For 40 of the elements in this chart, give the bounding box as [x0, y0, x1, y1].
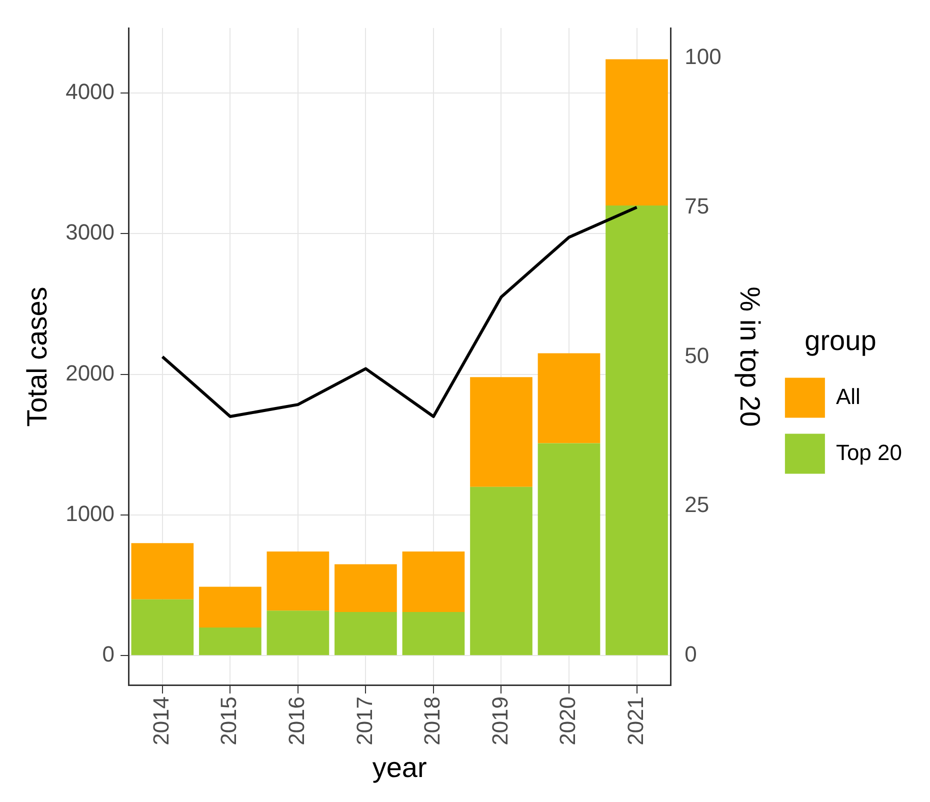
y2-tick-label: 25 [684, 492, 710, 518]
bar [538, 443, 600, 656]
legend-title: group [804, 324, 876, 356]
y2-tick-label: 75 [684, 193, 710, 218]
y-tick-label: 2000 [66, 360, 115, 386]
y-tick-label: 0 [102, 642, 115, 667]
x-tick-label: 2017 [352, 696, 377, 746]
x-tick-label: 2016 [284, 696, 310, 746]
y-tick-label: 3000 [66, 220, 115, 245]
y2-axis-title: % in top 20 [734, 286, 766, 427]
x-tick-label: 2020 [555, 696, 580, 746]
x-tick-label: 2021 [622, 696, 648, 746]
bar [131, 543, 194, 600]
bar [199, 586, 262, 628]
bar [538, 353, 600, 444]
legend-label: Top 20 [836, 440, 902, 465]
bar [402, 552, 465, 612]
bar [402, 612, 465, 656]
legend-label: All [836, 384, 860, 409]
x-tick-label: 2019 [487, 696, 512, 746]
y-tick-label: 1000 [66, 501, 115, 526]
y2-tick-label: 50 [684, 342, 710, 368]
x-tick-label: 2014 [148, 696, 174, 746]
bar [606, 206, 668, 656]
bar [334, 612, 397, 656]
bar [199, 628, 262, 656]
y-axis-title: Total cases [22, 286, 53, 427]
x-tick-label: 2015 [216, 696, 242, 746]
y-tick-label: 4000 [66, 79, 115, 104]
bar [266, 610, 330, 656]
bar [266, 552, 330, 611]
y2-tick-label: 0 [684, 642, 697, 667]
x-axis-title: year [372, 752, 427, 783]
x-tick-label: 2018 [420, 696, 445, 746]
bar [131, 599, 194, 656]
bar [470, 486, 532, 656]
y2-tick-label: 100 [684, 44, 722, 69]
bar [334, 564, 397, 612]
bar [606, 59, 668, 206]
bar [470, 377, 532, 487]
